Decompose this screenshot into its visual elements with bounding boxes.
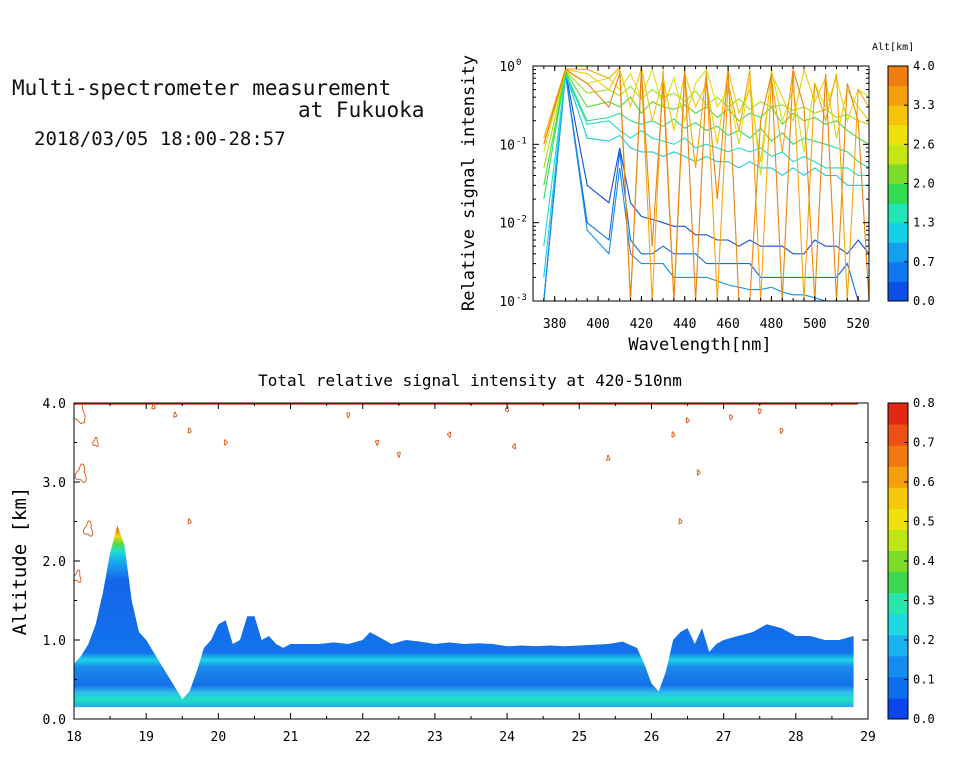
spectrum-line-7 [543, 69, 869, 169]
spectrum-colorbar-cell [888, 261, 908, 282]
spectrum-colorbar-cell [888, 183, 908, 204]
spectrum-ylabel: Relative signal intensity [459, 55, 479, 311]
spectrum-xtick-label: 500 [803, 317, 826, 332]
page-title-line1: Multi-spectrometer measurement [12, 76, 392, 100]
spectrum-colorbar-tick-label: 0.0 [913, 294, 935, 308]
spectrum-plot-frame [532, 65, 870, 302]
spectrum-xtick-label: 440 [673, 317, 696, 332]
spectrum-ytick-label: 10 [499, 138, 515, 153]
spectrum-xtick-label: 480 [760, 317, 783, 332]
spectrum-colorbar-cell [888, 85, 908, 106]
page-title-line2: at Fukuoka [298, 98, 425, 122]
spectrum-xtick-label: 380 [543, 317, 566, 332]
spectrum-colorbar-tick-label: 2.6 [913, 137, 935, 151]
spectrum-xtick-label: 520 [846, 317, 869, 332]
spectrum-line-9 [543, 67, 869, 162]
spectrum-ytick-label: 10 [499, 217, 515, 232]
spectrum-ytick-label: 10 [499, 295, 515, 310]
spectrum-line-11 [543, 68, 869, 301]
spectrum-colorbar-cell [888, 242, 908, 263]
spectrum-colorbar-cell [888, 105, 908, 126]
spectrum-colorbar-cell [888, 66, 908, 87]
spectrum-colorbar-tick-label: 0.7 [913, 255, 935, 269]
spectrum-ytick-label: 10 [499, 60, 515, 75]
spectrum-colorbar-label: Alt[km] [872, 42, 914, 53]
spectrum-line-8 [543, 67, 869, 176]
spectrum-xtick-label: 400 [586, 317, 609, 332]
spectrum-ytick-exponent: 0 [516, 58, 521, 68]
spectrum-colorbar-cell [888, 281, 908, 302]
spectrum-colorbar-cell [888, 163, 908, 184]
spectrum-colorbar-cell [888, 124, 908, 145]
spectrum-ytick-exponent: -2 [516, 215, 527, 225]
spectrum-ytick-exponent: -1 [516, 136, 527, 146]
spectrum-line-2 [543, 74, 869, 301]
spectrum-line-6 [543, 69, 869, 186]
spectrum-colorbar-cell [888, 203, 908, 224]
spectrum-xlabel: Wavelength[nm] [628, 335, 771, 355]
spectrum-colorbar-tick-label: 4.0 [913, 59, 935, 73]
spectrum-xtick-label: 460 [716, 317, 739, 332]
spectrum-line-3 [543, 73, 869, 278]
spectrum-ytick-exponent: -3 [516, 293, 527, 303]
spectrum-colorbar-cell [888, 222, 908, 243]
spectrum-colorbar-tick-label: 2.0 [913, 177, 935, 191]
spectrum-line-4 [543, 72, 869, 247]
spectrum-colorbar-tick-label: 3.3 [913, 98, 935, 112]
spectrum-xtick-label: 420 [630, 317, 653, 332]
spectrum-colorbar-tick-label: 1.3 [913, 216, 935, 230]
measurement-datetime: 2018/03/05 18:00-28:57 [34, 128, 286, 150]
spectrum-colorbar-cell [888, 144, 908, 165]
